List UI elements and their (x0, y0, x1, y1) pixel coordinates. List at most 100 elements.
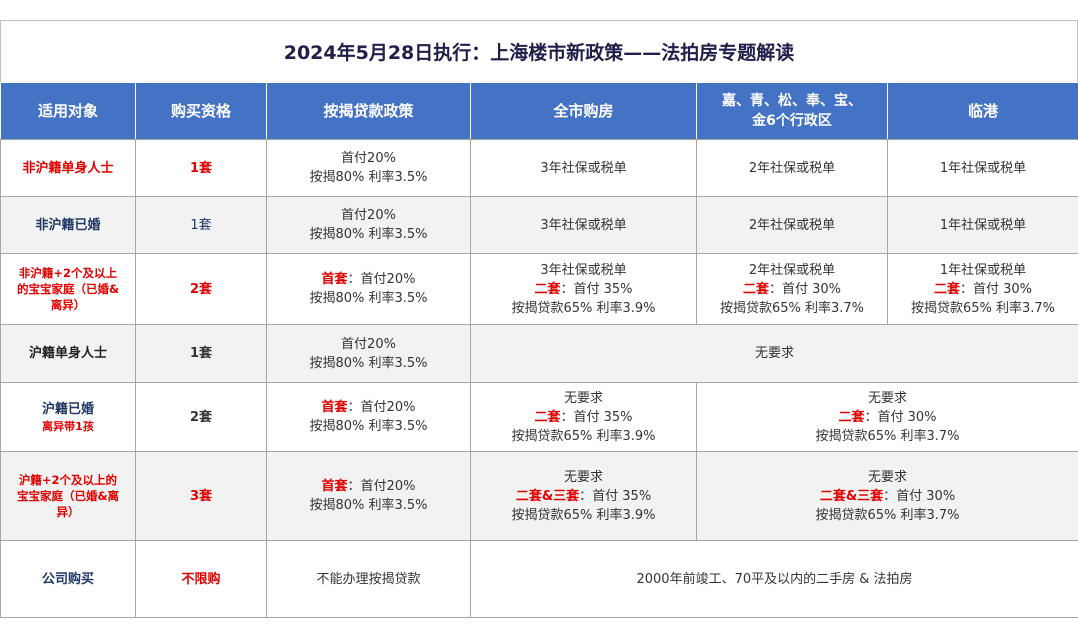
loan-text: ：首付20% (347, 400, 416, 415)
city-line: 3年社保或税单 (540, 262, 627, 278)
target-line: 异） (56, 505, 80, 519)
six-line: 按揭贷款65% 利率3.7% (719, 300, 865, 316)
header-six-districts-line1: 嘉、青、松、奉、宝、 (722, 93, 862, 109)
lingang-cell: 1年社保或税单 (887, 196, 1078, 254)
rest-text: ：首付 30% (864, 409, 937, 425)
six-lead: 二套 (742, 281, 769, 297)
lingang-line: 按揭贷款65% 利率3.7% (910, 300, 1056, 316)
target-subline: 离异带1孩 (42, 420, 94, 433)
city-lead: 二套 (534, 409, 561, 425)
table-row: 非沪籍单身人士 1套 首付20% 按揭80% 利率3.5% 3年社保或税单 2年… (0, 139, 1078, 197)
loan-lead: 首套 (321, 479, 348, 494)
loan-cell: 首付20% 按揭80% 利率3.5% (266, 196, 471, 254)
city-line: 按揭贷款65% 利率3.9% (511, 428, 656, 444)
qualification-cell: 1套 (135, 324, 267, 383)
target-cell: 公司购买 (0, 540, 136, 618)
city-line: 无要求 (563, 390, 603, 406)
six-districts-cell: 2年社保或税单 (696, 196, 888, 254)
page-title: 2024年5月28日执行：上海楼市新政策——法拍房专题解读 (0, 20, 1078, 82)
rest-line: 无要求 (867, 390, 907, 406)
header-six-districts-line2: 金6个行政区 (752, 113, 832, 129)
city-text: ：首付 35% (560, 409, 633, 425)
rest-line: 按揭贷款65% 利率3.7% (815, 507, 960, 523)
target-cell: 沪籍已婚 离异带1孩 (0, 382, 136, 452)
qualification-cell: 1套 (135, 196, 267, 254)
target-cell: 非沪籍单身人士 (0, 139, 136, 197)
rest-line: 二套&三套：首付 30% (699, 487, 1076, 506)
table-row: 沪籍+2个及以上的 宝宝家庭（已婚&离 异） 3套 首套：首付20% 按揭80%… (0, 451, 1078, 541)
city-line: 按揭贷款65% 利率3.9% (511, 507, 656, 523)
loan-line: 按揭80% 利率3.5% (309, 355, 428, 371)
rest-text: ：首付 30% (883, 488, 956, 504)
qualification-cell: 不限购 (135, 540, 267, 618)
merged-requirement-cell: 2000年前竣工、70平及以内的二手房 & 法拍房 (470, 540, 1078, 618)
loan-line: 按揭80% 利率3.5% (309, 291, 428, 306)
rest-line: 无要求 (867, 469, 907, 485)
loan-cell: 首套：首付20% 按揭80% 利率3.5% (266, 451, 471, 541)
rest-lead: 二套&三套 (819, 488, 884, 504)
loan-line: 首付20% (341, 208, 396, 223)
target-line: 沪籍已婚 (41, 402, 94, 417)
loan-lead: 首套 (321, 400, 348, 415)
loan-cell: 不能办理按揭贷款 (266, 540, 471, 618)
header-target: 适用对象 (0, 82, 136, 140)
city-line: 二套：首付 35% (473, 280, 694, 299)
six-text: ：首付 30% (768, 281, 842, 297)
target-cell: 非沪籍已婚 (0, 196, 136, 254)
loan-line: 按揭80% 利率3.5% (309, 498, 428, 513)
citywide-cell: 无要求 二套&三套：首付 35% 按揭贷款65% 利率3.9% (470, 451, 697, 541)
policy-table: 适用对象 购买资格 按揭贷款政策 全市购房 嘉、青、松、奉、宝、 金6个行政区 … (0, 82, 1078, 618)
target-line: 非沪籍+2个及以上 (18, 266, 118, 280)
six-districts-cell: 2年社保或税单 二套：首付 30% 按揭贷款65% 利率3.7% (696, 253, 888, 325)
table-row: 沪籍已婚 离异带1孩 2套 首套：首付20% 按揭80% 利率3.5% 无要求 … (0, 382, 1078, 452)
city-line: 二套：首付 35% (473, 408, 694, 427)
qualification-cell: 3套 (135, 451, 267, 541)
city-line: 按揭贷款65% 利率3.9% (511, 300, 656, 316)
rest-line: 二套：首付 30% (699, 408, 1076, 427)
citywide-cell: 3年社保或税单 (470, 196, 697, 254)
loan-line: 按揭80% 利率3.5% (309, 419, 428, 434)
lingang-line: 二套：首付 30% (890, 280, 1076, 299)
six-and-lingang-cell: 无要求 二套&三套：首付 30% 按揭贷款65% 利率3.7% (696, 451, 1078, 541)
loan-cell: 首套：首付20% 按揭80% 利率3.5% (266, 382, 471, 452)
loan-line: 按揭80% 利率3.5% (309, 170, 428, 185)
city-line: 二套&三套：首付 35% (473, 487, 694, 506)
table-row: 非沪籍已婚 1套 首付20% 按揭80% 利率3.5% 3年社保或税单 2年社保… (0, 196, 1078, 254)
loan-line: 首付20% (341, 336, 396, 352)
city-lead: 二套 (534, 281, 561, 297)
six-line: 2年社保或税单 (748, 262, 836, 278)
citywide-cell: 3年社保或税单 (470, 139, 697, 197)
loan-line: 首套：首付20% (269, 270, 468, 289)
city-line: 无要求 (563, 469, 603, 485)
header-row: 适用对象 购买资格 按揭贷款政策 全市购房 嘉、青、松、奉、宝、 金6个行政区 … (0, 82, 1078, 140)
loan-text: ：首付20% (347, 272, 416, 287)
header-lingang: 临港 (887, 82, 1078, 140)
lingang-lead: 二套 (933, 281, 960, 297)
target-line: 离异） (50, 298, 86, 312)
header-six-districts: 嘉、青、松、奉、宝、 金6个行政区 (696, 82, 888, 140)
target-cell: 沪籍单身人士 (0, 324, 136, 383)
loan-cell: 首付20% 按揭80% 利率3.5% (266, 139, 471, 197)
lingang-text: ：首付 30% (959, 281, 1033, 297)
qualification-cell: 1套 (135, 139, 267, 197)
target-line: 宝宝家庭（已婚&离 (16, 489, 120, 503)
loan-lead: 首套 (321, 272, 348, 287)
city-lead: 二套&三套 (515, 488, 580, 504)
loan-line: 首套：首付20% (269, 477, 468, 496)
loan-cell: 首套：首付20% 按揭80% 利率3.5% (266, 253, 471, 325)
loan-cell: 首付20% 按揭80% 利率3.5% (266, 324, 471, 383)
qualification-cell: 2套 (135, 253, 267, 325)
header-citywide: 全市购房 (470, 82, 697, 140)
city-text: ：首付 35% (560, 281, 633, 297)
six-line: 二套：首付 30% (699, 280, 885, 299)
target-cell: 沪籍+2个及以上的 宝宝家庭（已婚&离 异） (0, 451, 136, 541)
six-and-lingang-cell: 无要求 二套：首付 30% 按揭贷款65% 利率3.7% (696, 382, 1078, 452)
six-districts-cell: 2年社保或税单 (696, 139, 888, 197)
table-row: 沪籍单身人士 1套 首付20% 按揭80% 利率3.5% 无要求 (0, 324, 1078, 383)
header-loan-policy: 按揭贷款政策 (266, 82, 471, 140)
lingang-line: 1年社保或税单 (939, 262, 1027, 278)
rest-line: 按揭贷款65% 利率3.7% (815, 428, 960, 444)
lingang-cell: 1年社保或税单 二套：首付 30% 按揭贷款65% 利率3.7% (887, 253, 1078, 325)
rest-lead: 二套 (838, 409, 865, 425)
